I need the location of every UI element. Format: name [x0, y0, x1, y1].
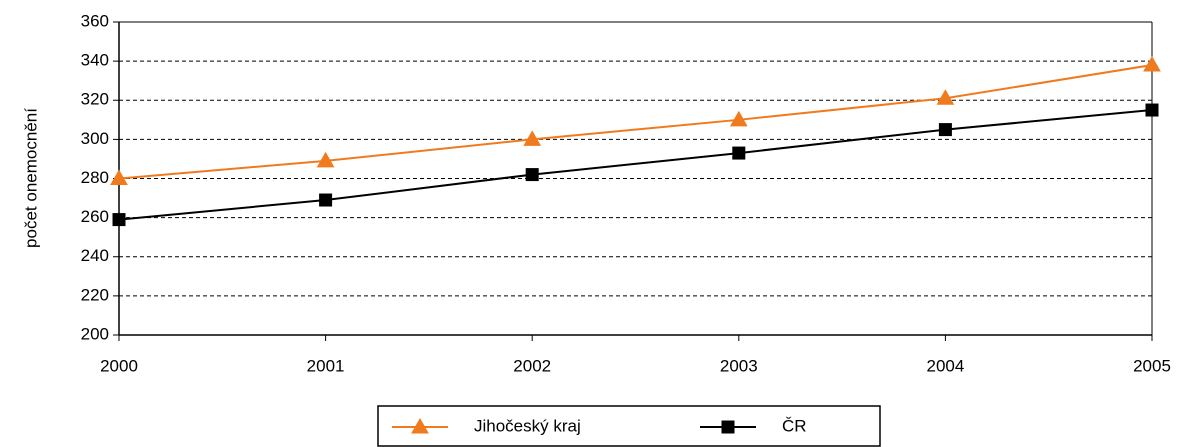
- y-tick-label: 340: [81, 51, 109, 70]
- data-point: [1145, 103, 1159, 117]
- x-tick-label: 2004: [926, 356, 964, 375]
- y-tick-label: 320: [81, 90, 109, 109]
- legend-label: Jihočeský kraj: [474, 416, 581, 435]
- x-tick-label: 2003: [720, 356, 758, 375]
- legend-box: [377, 405, 881, 447]
- y-tick-label: 280: [81, 168, 109, 187]
- data-point: [319, 193, 333, 207]
- y-axis-label: počet onemocnění: [21, 108, 40, 248]
- y-tick-label: 260: [81, 207, 109, 226]
- series-line: [118, 109, 1153, 221]
- y-tick-label: 220: [81, 285, 109, 304]
- data-point: [1143, 56, 1161, 72]
- y-tick-label: 240: [81, 246, 109, 265]
- data-point: [732, 146, 746, 160]
- data-point: [729, 110, 748, 127]
- y-tick-label: 300: [81, 129, 109, 148]
- series-line: [118, 64, 1153, 180]
- legend-marker: [721, 420, 735, 434]
- data-point: [110, 169, 128, 185]
- data-point: [523, 130, 542, 146]
- x-tick-label: 2001: [307, 356, 345, 375]
- data-point: [316, 151, 335, 168]
- legend-label: ČR: [782, 416, 807, 435]
- y-tick-label: 360: [81, 11, 109, 30]
- y-tick-label: 200: [81, 324, 109, 343]
- x-tick-label: 2002: [513, 356, 551, 375]
- data-point: [936, 89, 955, 105]
- x-tick-label: 2005: [1133, 356, 1171, 375]
- data-point: [938, 123, 952, 137]
- data-point: [112, 213, 126, 227]
- legend-marker: [411, 417, 429, 434]
- data-point: [525, 168, 539, 182]
- x-tick-label: 2000: [100, 356, 138, 375]
